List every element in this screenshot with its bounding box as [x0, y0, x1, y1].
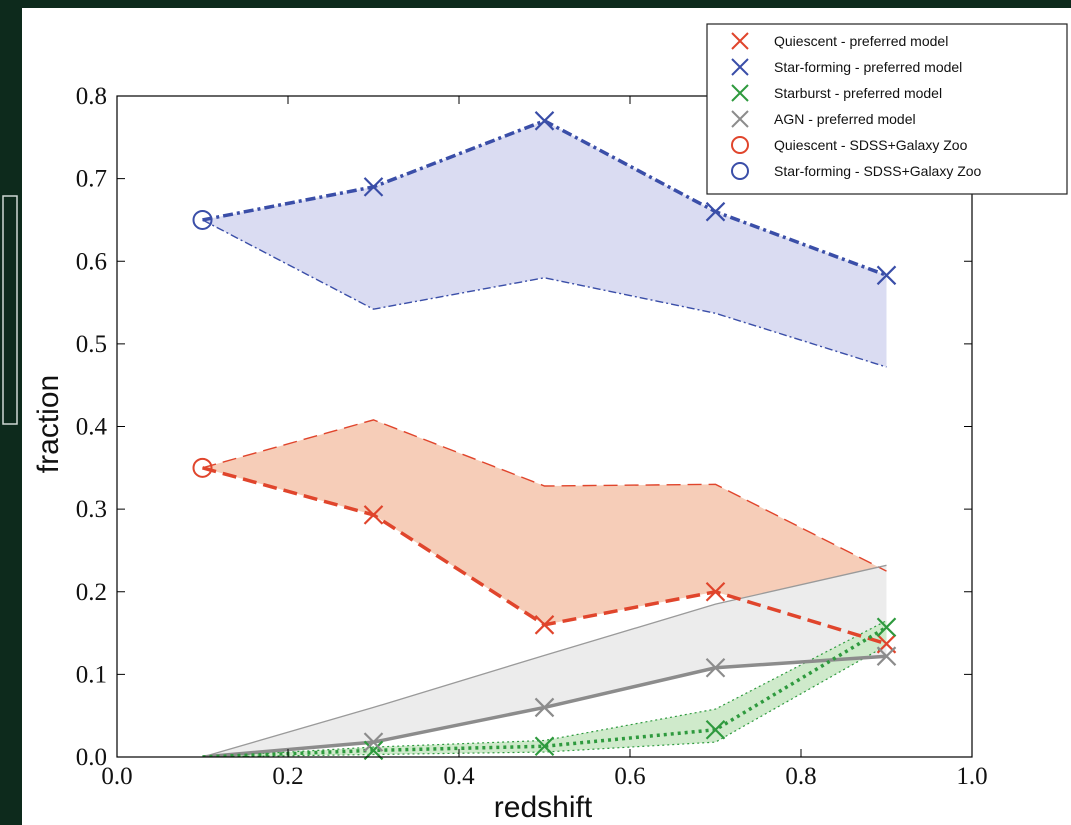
- starforming-point-1: [534, 111, 555, 131]
- agn-point-0: [363, 732, 384, 752]
- legend-label-agn: AGN - preferred model: [774, 111, 916, 127]
- starburst-line: [202, 625, 888, 757]
- y-tick-label-3: 0.3: [76, 496, 107, 523]
- quiescent-point-1: [534, 615, 555, 635]
- plot-area: [192, 111, 897, 761]
- y-tick-label-8: 0.8: [76, 83, 107, 110]
- axes: 0.0 0.2 0.4 0.6 0.8 1.0 0.0 0.1 0.2 0.3 0.4 0.5 0.6 0…: [76, 83, 988, 790]
- agn-band: [202, 565, 887, 757]
- legend-label-quiescent-sdss: Quiescent - SDSS+Galaxy Zoo: [774, 137, 968, 153]
- x-tick-label-1: 0.2: [272, 763, 303, 790]
- x-tick-label-3: 0.6: [614, 763, 645, 790]
- y-tick-label-1: 0.1: [76, 661, 107, 688]
- starburst-band-upper-line: [202, 620, 887, 757]
- agn-point-3: [876, 646, 897, 666]
- quiescent-point-0: [363, 505, 384, 525]
- y-tick-label-6: 0.6: [76, 248, 107, 275]
- starforming-point-2: [705, 201, 726, 222]
- legend-marker-agn: [731, 110, 749, 128]
- x-tick-label-5: 1.0: [956, 763, 987, 790]
- legend-box: [706, 23, 1068, 195]
- starburst-point-3: [876, 617, 897, 638]
- starburst-point-1: [534, 736, 555, 757]
- legend-marker-quiescent-sdss: [731, 136, 749, 154]
- agn-point-2: [705, 657, 726, 678]
- starforming-point-3: [876, 265, 897, 286]
- x-axis-title: redshift: [494, 791, 593, 824]
- x-tick-label-0: 0.0: [101, 763, 132, 790]
- legend-marker-starforming: [731, 58, 749, 76]
- starforming-band: [202, 120, 887, 368]
- y-tick-label-2: 0.2: [76, 579, 107, 606]
- legend: Quiescent - preferred model Star-forming …: [706, 23, 1068, 195]
- legend-label-quiescent: Quiescent - preferred model: [774, 33, 948, 49]
- starburst-band: [202, 620, 887, 757]
- starforming-sdss-point-0: [192, 209, 213, 230]
- y-axis-title: fraction: [32, 375, 65, 473]
- agn-band-upper-line: [202, 564, 887, 757]
- quiescent-point-2: [705, 581, 726, 602]
- starforming-band-lower-line: [202, 219, 887, 368]
- y-tick-label-7: 0.7: [76, 166, 107, 193]
- x-tick-label-2: 0.4: [443, 763, 475, 790]
- legend-marker-quiescent: [731, 32, 749, 50]
- starburst-point-2: [705, 719, 726, 740]
- legend-label-starburst: Starburst - preferred model: [774, 85, 942, 101]
- legend-marker-starburst: [731, 84, 749, 102]
- quiescent-band-upper-line: [202, 419, 887, 572]
- starburst-point-0: [363, 740, 384, 761]
- x-tick-label-4: 0.8: [785, 763, 816, 790]
- agn-point-1: [534, 697, 555, 718]
- y-tick-label-4: 0.4: [76, 414, 108, 441]
- y-tick-label-5: 0.5: [76, 331, 107, 358]
- y-tick-label-0: 0.0: [76, 744, 107, 771]
- legend-label-starforming: Star-forming - preferred model: [774, 59, 962, 75]
- quiescent-band: [202, 419, 887, 644]
- left-frame-box: [2, 195, 18, 425]
- legend-marker-starforming-sdss: [731, 162, 749, 180]
- starforming-point-0: [363, 177, 384, 197]
- legend-label-starforming-sdss: Star-forming - SDSS+Galaxy Zoo: [774, 163, 982, 179]
- quiescent-sdss-point-0: [192, 457, 213, 478]
